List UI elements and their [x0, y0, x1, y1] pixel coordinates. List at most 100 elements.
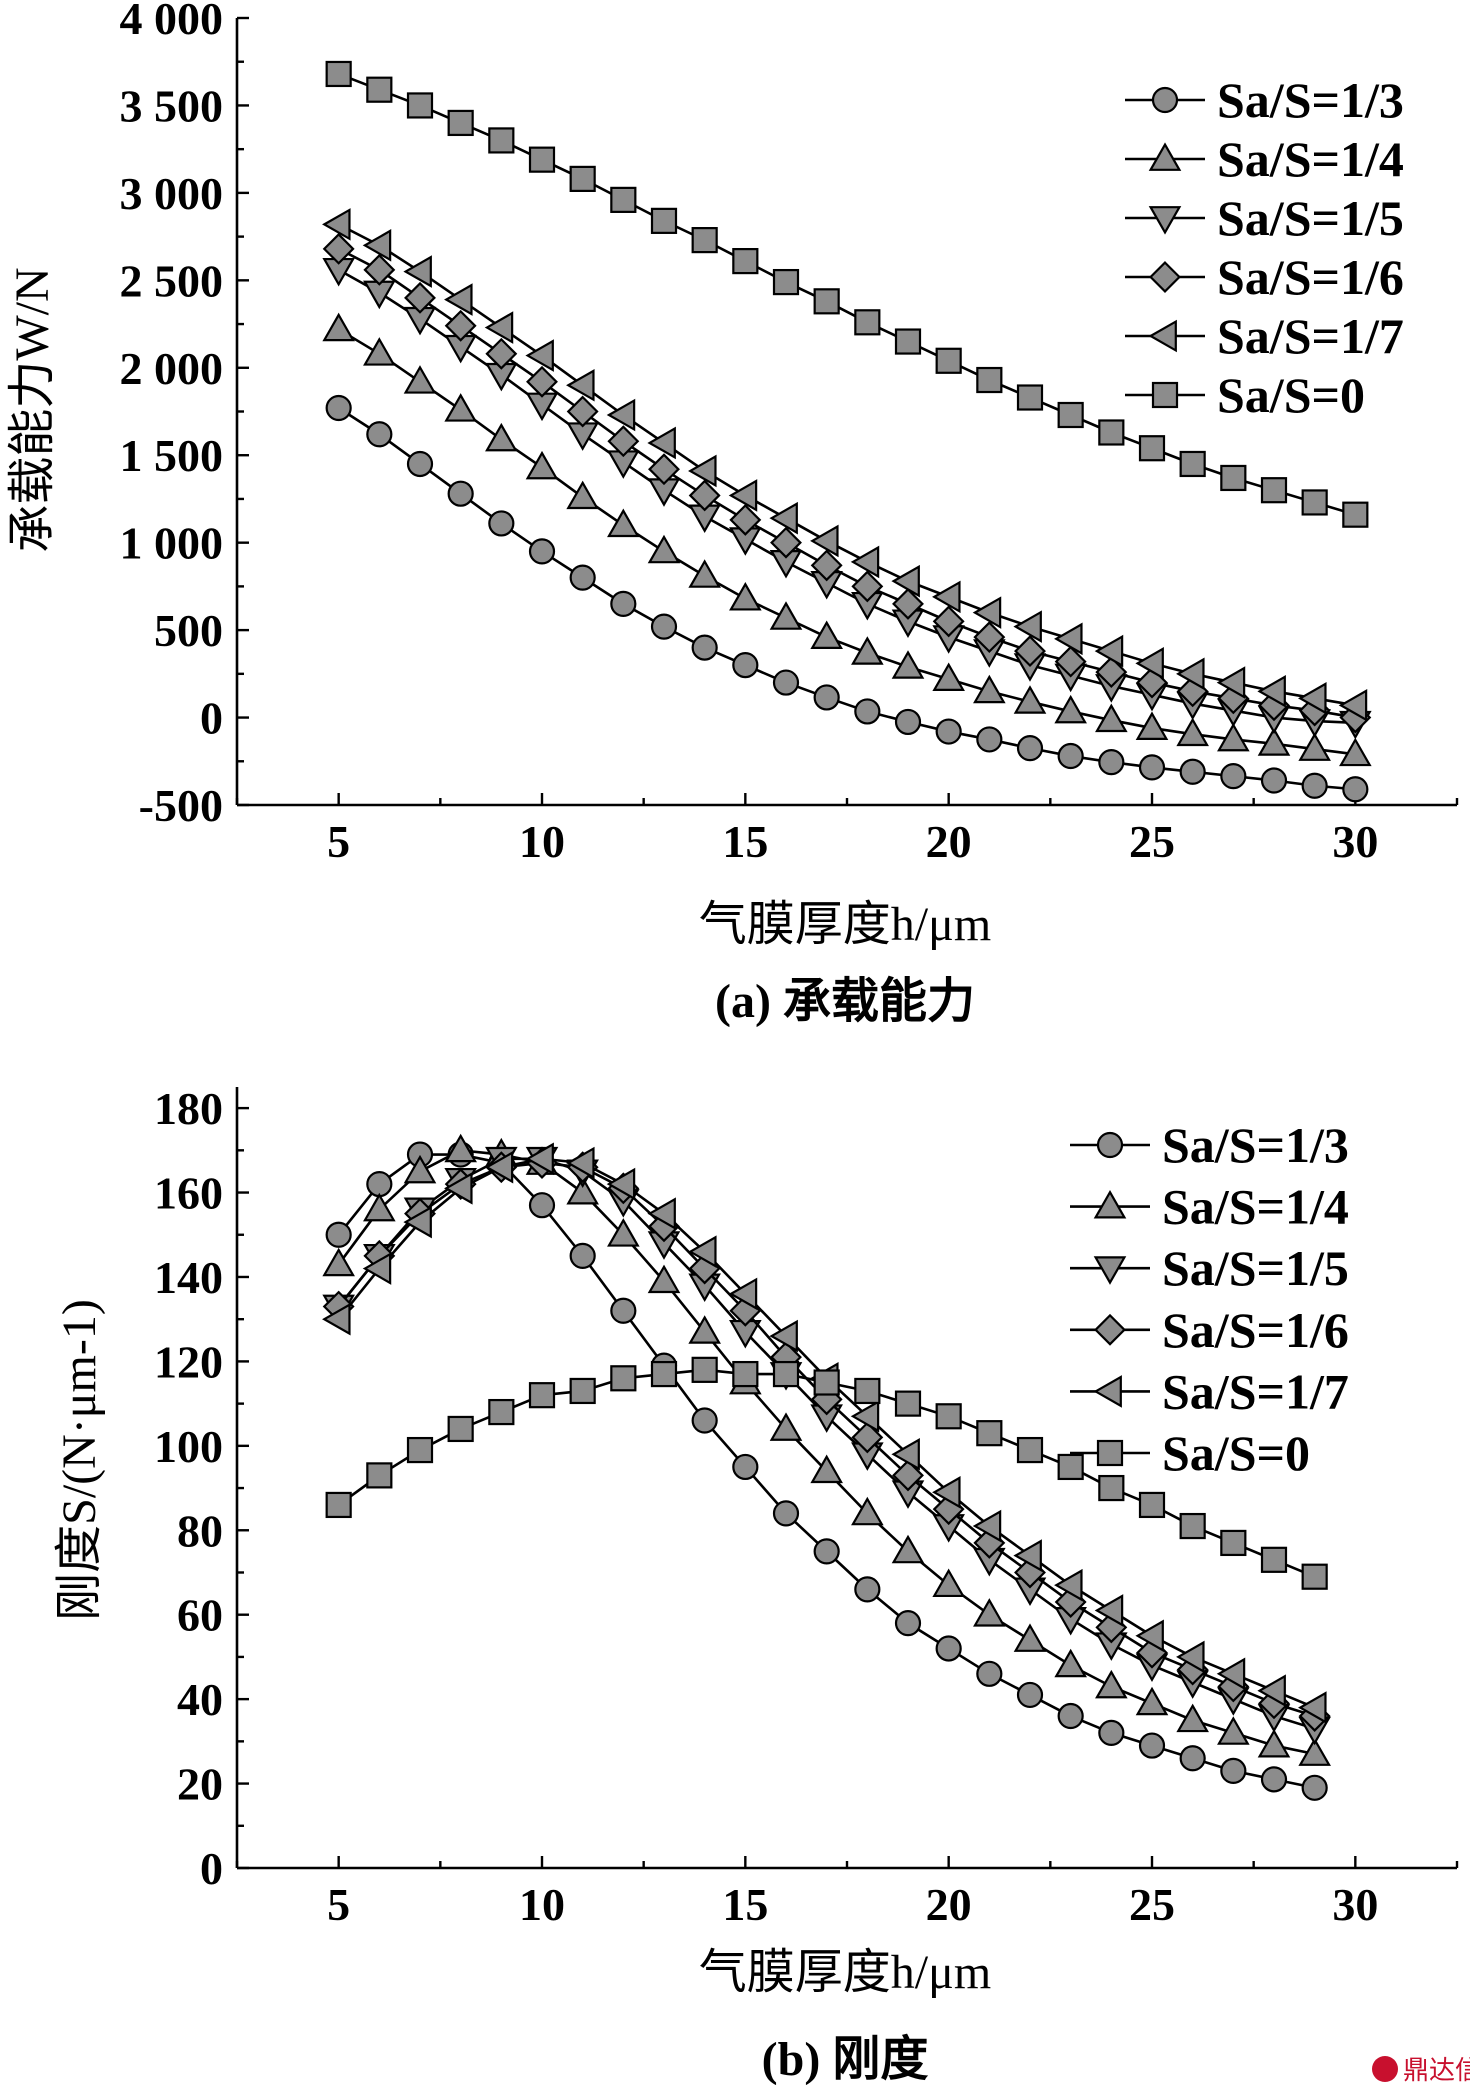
load-capacity-data-point	[976, 366, 1003, 394]
stiffness-data-point	[935, 1403, 962, 1430]
stiffness-data-point	[688, 1235, 717, 1268]
stiffness-series-sa-s-0	[325, 1356, 1328, 1590]
load-capacity-data-point	[610, 590, 637, 617]
load-capacity-data-point	[1179, 450, 1206, 478]
load-capacity-data-point	[1016, 384, 1044, 411]
load-capacity-data-point	[1098, 419, 1125, 446]
stiffness-data-point	[976, 1660, 1003, 1687]
stiffness-legend-label: Sa/S=1/7	[1162, 1363, 1349, 1419]
watermark-text: 鼎达信	[1403, 2056, 1470, 2086]
load-capacity-data-point	[729, 503, 762, 536]
stiffness-caption: (b) 刚度	[762, 2033, 929, 2086]
load-capacity-data-point	[813, 684, 840, 711]
load-capacity-data-point	[932, 662, 965, 691]
stiffness-data-point	[691, 1407, 718, 1434]
stiffness-data-point	[366, 1170, 393, 1198]
load-capacity-data-point	[569, 165, 596, 192]
stiffness-data-point	[647, 1197, 676, 1230]
stiffness-data-point	[854, 1377, 881, 1405]
stiffness-y-tick-label: 140	[154, 1252, 223, 1303]
load-capacity-data-point	[851, 636, 884, 665]
stiffness-y-tick-label: 180	[154, 1083, 223, 1134]
load-capacity-data-point	[850, 545, 880, 579]
stiffness-legend-label: Sa/S=1/4	[1162, 1179, 1349, 1235]
load-capacity-x-axis-title: 气膜厚度h/μm	[699, 898, 991, 951]
stiffness-y-axis-title: 刚度S/(N·μm-1)	[53, 1299, 106, 1621]
stiffness-data-point	[366, 1462, 393, 1489]
load-capacity-series-line	[338, 268, 1356, 725]
load-capacity-data-point	[606, 398, 636, 432]
load-capacity-data-point	[810, 549, 843, 582]
stiffness-data-point	[813, 1369, 840, 1396]
stiffness-data-point	[769, 1412, 803, 1441]
stiffness-x-tick-label: 15	[722, 1879, 768, 1930]
stiffness-series-sa-s-1-3	[325, 1141, 1328, 1801]
stiffness-data-point	[1220, 1529, 1247, 1557]
load-capacity-data-point	[404, 281, 436, 314]
load-capacity-data-point	[1095, 703, 1128, 733]
load-capacity-series-sa-s-1-4	[322, 312, 1372, 767]
load-capacity-data-point	[851, 570, 884, 603]
stiffness-data-point	[1138, 1491, 1166, 1519]
load-capacity-data-point	[1014, 635, 1046, 668]
load-capacity-series-sa-s-0	[325, 60, 1369, 528]
load-capacity-data-point	[566, 395, 599, 428]
load-capacity-data-point	[894, 328, 922, 355]
stiffness-data-point	[1217, 1716, 1250, 1745]
stiffness-data-point	[973, 1598, 1006, 1627]
stiffness-data-point	[1057, 1702, 1084, 1730]
load-capacity-data-point	[1298, 682, 1327, 715]
stiffness-data-point	[566, 1175, 599, 1205]
load-capacity-data-point	[1016, 735, 1044, 762]
stiffness-legend-marker	[1093, 1189, 1127, 1219]
load-capacity-data-point	[1220, 464, 1247, 492]
load-capacity-data-point	[1217, 722, 1250, 752]
stiffness-data-point	[935, 1635, 962, 1662]
load-capacity-data-point	[525, 339, 554, 372]
stiffness-x-tick-label: 25	[1129, 1879, 1175, 1930]
stiffness-data-point	[728, 1277, 758, 1311]
load-capacity-data-point	[1339, 737, 1372, 767]
stiffness-data-point	[447, 1415, 474, 1443]
load-capacity-data-point	[1260, 767, 1288, 794]
load-capacity-data-point	[444, 309, 477, 342]
load-capacity-series-sa-s-1-7	[322, 208, 1368, 722]
stiffness-data-point	[851, 1421, 884, 1454]
stiffness-data-point	[525, 1142, 554, 1176]
load-capacity-data-point	[569, 564, 596, 591]
load-capacity-data-point	[1135, 647, 1164, 680]
load-capacity-y-tick-label: 2 500	[120, 255, 224, 306]
load-capacity-data-point	[485, 337, 518, 370]
stiffness-data-point	[1298, 1737, 1331, 1766]
load-capacity-data-point	[406, 92, 434, 119]
load-capacity-data-point	[732, 247, 759, 275]
stiffness-data-point	[363, 1192, 396, 1222]
load-capacity-data-point	[444, 393, 477, 422]
load-capacity-data-point	[528, 538, 556, 565]
load-capacity-data-point	[892, 587, 924, 620]
stiffness-data-point	[1301, 1563, 1328, 1590]
load-capacity-chart: 5 10 15 20 25 30 -500 0 500 1 000 1 500 2 000 2 500 3…	[6, 0, 1459, 1028]
load-capacity-data-point	[650, 207, 678, 234]
load-capacity-data-point	[732, 651, 759, 679]
stiffness-data-point	[1054, 1568, 1083, 1602]
load-capacity-data-point	[1054, 645, 1087, 678]
stiffness-data-point	[1179, 1745, 1206, 1772]
load-capacity-legend-label: Sa/S=1/4	[1217, 131, 1404, 187]
load-capacity-legend-marker	[1148, 319, 1177, 353]
load-capacity-data-point	[972, 596, 1002, 629]
load-capacity-data-point	[810, 524, 839, 558]
stiffness-data-point	[932, 1568, 965, 1598]
load-capacity-data-point	[1301, 489, 1328, 516]
load-capacity-data-point	[488, 127, 515, 154]
stiffness-legend-marker	[1096, 1131, 1124, 1159]
stiffness-data-point	[322, 1302, 351, 1336]
load-capacity-data-point	[688, 454, 717, 488]
stiffness-series-sa-s-1-4	[322, 1133, 1331, 1766]
load-capacity-data-point	[1057, 401, 1084, 429]
load-capacity-data-point	[1176, 717, 1209, 747]
stiffness-data-point	[322, 1247, 355, 1277]
load-capacity-data-point	[728, 479, 758, 512]
load-capacity-data-point	[447, 480, 474, 507]
stiffness-data-point	[403, 1205, 432, 1239]
